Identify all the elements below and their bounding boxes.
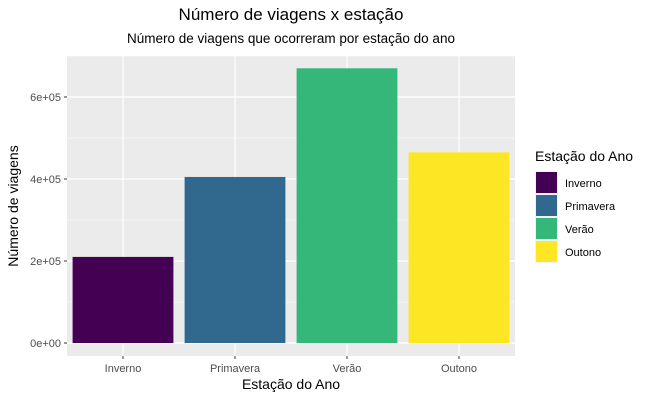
legend-label: Inverno (565, 178, 602, 190)
y-tick-label: 6e+05 (30, 92, 61, 104)
bar-series (72, 68, 510, 344)
y-axis-title: Número de viagens (5, 145, 21, 266)
legend-swatch (536, 241, 557, 262)
x-tick-label: Verão (333, 363, 362, 375)
legend-label: Verão (565, 224, 594, 236)
legend-swatch (536, 172, 557, 193)
y-axis-ticks: 0e+00 2e+05 4e+05 6e+05 (30, 92, 67, 350)
x-tick-label: Inverno (105, 363, 142, 375)
legend: Estação do Ano Inverno Primavera Verão Outo… (535, 148, 633, 263)
x-axis-title: Estação do Ano (242, 376, 340, 392)
y-tick-label: 4e+05 (30, 174, 61, 186)
legend-title: Estação do Ano (535, 148, 633, 164)
chart-title: Número de viagens x estação (179, 5, 404, 24)
bar-inverno (72, 256, 174, 343)
legend-swatch (536, 218, 557, 239)
x-tick-label: Primavera (210, 363, 261, 375)
legend-label: Primavera (565, 201, 616, 213)
bar-verão (296, 68, 398, 344)
chart-subtitle: Número de viagens que ocorreram por esta… (127, 31, 455, 46)
y-tick-label: 0e+00 (30, 338, 61, 350)
x-axis-ticks: Inverno Primavera Verão Outono (105, 356, 477, 375)
bar-primavera (184, 176, 286, 343)
y-tick-label: 2e+05 (30, 256, 61, 268)
bar-outono (408, 152, 510, 343)
x-tick-label: Outono (441, 363, 477, 375)
legend-label: Outono (565, 247, 601, 259)
legend-swatch (536, 195, 557, 216)
